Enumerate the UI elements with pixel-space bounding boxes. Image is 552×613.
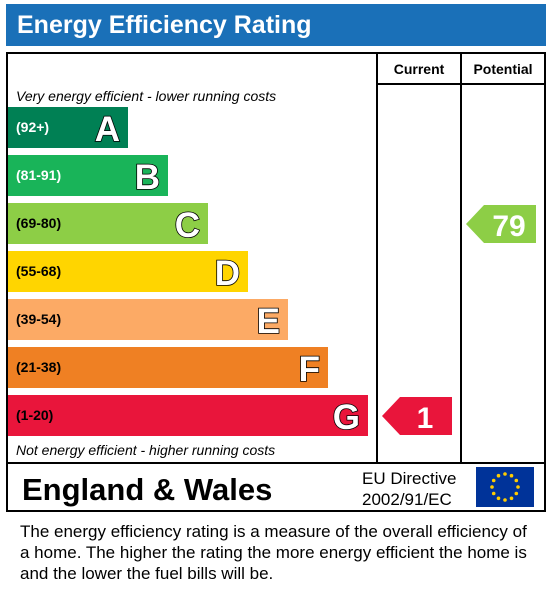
eu-star — [503, 472, 507, 476]
eu-directive-line2: 2002/91/EC — [362, 490, 452, 509]
column-divider-current — [376, 54, 378, 462]
rating-value: 1 — [417, 402, 434, 435]
eu-flag-icon — [476, 467, 534, 512]
header-divider — [376, 83, 544, 85]
eu-star — [503, 498, 507, 502]
band-d: (55-68) D — [8, 251, 248, 294]
eu-star — [491, 478, 496, 483]
band-e: (39-54) E — [8, 299, 288, 342]
column-divider-potential — [460, 54, 462, 462]
eu-star — [496, 496, 501, 501]
bottom-note: Not energy efficient - higher running co… — [16, 442, 276, 458]
rating-arrow-shape — [466, 205, 536, 243]
band-letter: D — [215, 254, 240, 293]
rating-arrow-shape — [382, 397, 452, 435]
band-range-label: (69-80) — [16, 215, 62, 231]
eu-star — [509, 496, 514, 501]
band-range-label: (1-20) — [16, 407, 54, 423]
eu-star — [490, 485, 494, 489]
eu-star — [496, 473, 501, 478]
eu-directive-line1: EU Directive — [362, 469, 457, 488]
band-a: (92+) A — [8, 107, 128, 150]
footer-divider — [8, 462, 544, 464]
band-range-label: (92+) — [16, 119, 50, 135]
rating-value: 79 — [492, 210, 525, 243]
band-c: (69-80) C — [8, 203, 208, 246]
band-f: (21-38) F — [8, 347, 328, 390]
current-rating-arrow: 1 — [382, 397, 452, 440]
band-range-label: (81-91) — [16, 167, 62, 183]
band-letter: B — [135, 158, 160, 197]
eu-star — [514, 491, 519, 496]
top-note: Very energy efficient - lower running co… — [16, 88, 277, 104]
band-g: (1-20) G — [8, 395, 368, 438]
eu-star — [491, 491, 496, 496]
eu-directive: EU Directive 2002/91/EC — [362, 468, 472, 510]
band-letter: F — [299, 350, 320, 389]
band-letter: A — [95, 110, 120, 149]
band-letter: G — [333, 398, 360, 437]
band-letter: E — [257, 302, 280, 341]
band-range-label: (21-38) — [16, 359, 62, 375]
region-label: England & Wales — [22, 472, 273, 507]
column-header-current: Current — [393, 61, 445, 77]
eu-star — [509, 473, 514, 478]
page-title: Energy Efficiency Rating — [6, 4, 546, 46]
rating-table — [6, 52, 546, 512]
band-range-label: (39-54) — [16, 311, 62, 327]
band-b: (81-91) B — [8, 155, 168, 198]
band-letter: C — [175, 206, 200, 245]
potential-rating-arrow: 79 — [466, 205, 536, 248]
eu-star — [514, 478, 519, 483]
column-header-potential: Potential — [473, 61, 533, 77]
band-range-label: (55-68) — [16, 263, 62, 279]
rating-description: The energy efficiency rating is a measur… — [20, 522, 527, 583]
eu-star — [516, 485, 520, 489]
